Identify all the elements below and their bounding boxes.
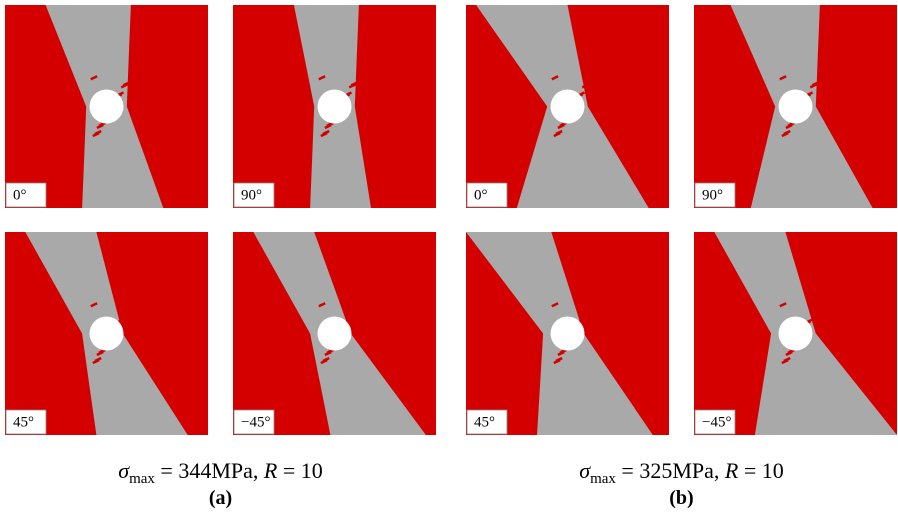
caption-subscript: max — [129, 471, 155, 487]
caption: σmax = 325MPa, R = 10 — [579, 458, 784, 487]
caption: σmax = 344MPa, R = 10 — [118, 458, 323, 487]
contour-panel: −45° — [233, 232, 436, 435]
panel-label: 45° — [474, 414, 495, 430]
panel-label: 90° — [241, 187, 262, 203]
caption-subscript: max — [590, 471, 616, 487]
caption-r-text: = 10 — [738, 458, 783, 483]
hole — [90, 90, 124, 124]
hole — [551, 90, 585, 124]
panel-label: 0° — [474, 187, 488, 203]
panel-label: 45° — [13, 414, 34, 430]
contour-panel: 90° — [694, 5, 897, 208]
panel-label: 0° — [13, 187, 27, 203]
contour-panel: 90° — [233, 5, 436, 208]
hole — [779, 317, 813, 351]
panel-label: 90° — [702, 187, 723, 203]
subfigure-label: (b) — [669, 487, 693, 509]
subfigure-label: (a) — [209, 487, 232, 509]
contour-panel: 0° — [466, 5, 669, 208]
hole — [551, 317, 585, 351]
panel-label: −45° — [702, 414, 731, 430]
figure: 0° 90° 45° −45° σmax = 344MPa, R = 10(a) 0° 90… — [0, 0, 898, 513]
hole — [318, 317, 352, 351]
caption-r-symbol: R — [263, 458, 278, 483]
hole — [90, 317, 124, 351]
caption-r-text: = 10 — [277, 458, 322, 483]
caption-r-symbol: R — [724, 458, 739, 483]
panel-label: −45° — [241, 414, 270, 430]
hole — [779, 90, 813, 124]
contour-panel: 45° — [466, 232, 669, 435]
hole — [318, 90, 352, 124]
contour-panel: 45° — [5, 232, 208, 435]
contour-panel: 0° — [5, 5, 208, 208]
caption-text: = 344MPa, — [155, 458, 264, 483]
contour-panel: −45° — [694, 232, 897, 435]
caption-text: = 325MPa, — [616, 458, 725, 483]
